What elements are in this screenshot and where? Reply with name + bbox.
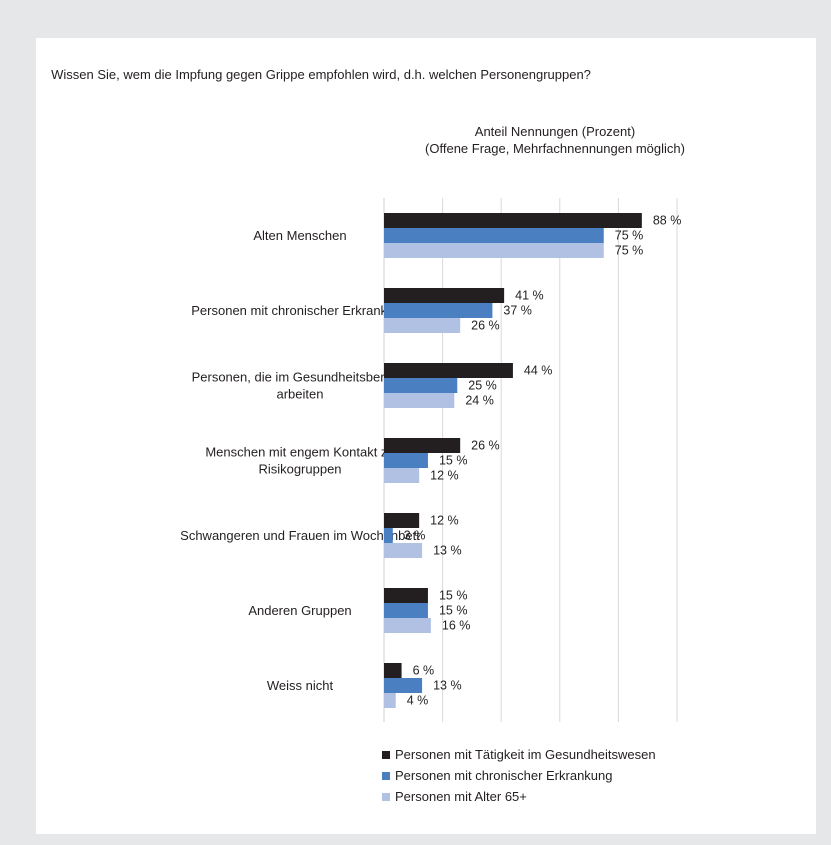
bar [384, 468, 420, 483]
subtitle-line-1: Anteil Nennungen (Prozent) [474, 124, 636, 139]
legend-item: Personen mit Alter 65+ [382, 786, 656, 807]
data-label: 37 % [503, 304, 532, 318]
bar [384, 513, 420, 528]
bar [384, 693, 396, 708]
data-label: 15 % [439, 589, 468, 603]
data-label: 75 % [615, 229, 644, 243]
legend-swatch [382, 792, 390, 801]
bar [384, 678, 423, 693]
category-label: arbeiten [277, 387, 324, 402]
bar [384, 528, 393, 543]
legend-label: Personen mit Alter 65+ [395, 789, 527, 804]
data-label: 13 % [433, 679, 462, 693]
bar [384, 288, 505, 303]
chart-subtitle: Anteil Nennungen (Prozent) (Offene Frage… [400, 123, 710, 157]
subtitle-line-2: (Offene Frage, Mehrfachnennungen möglich… [425, 141, 685, 156]
bar [384, 603, 428, 618]
bar [384, 588, 428, 603]
data-label: 44 % [524, 364, 553, 378]
chart-card [36, 38, 816, 834]
chart-legend: Personen mit Tätigkeit im Gesundheitswes… [382, 744, 656, 807]
category-label: Personen mit chronischer Erkrankung [191, 303, 409, 318]
bar [384, 213, 642, 228]
bar [384, 303, 493, 318]
chart-title: Wissen Sie, wem die Impfung gegen Grippe… [51, 67, 591, 82]
bar [384, 438, 461, 453]
data-label: 3 % [404, 529, 426, 543]
category-label: Schwangeren und Frauen im Wochenbett [180, 528, 420, 543]
bar [384, 378, 458, 393]
data-label: 16 % [442, 619, 471, 633]
bar [384, 318, 461, 333]
bar [384, 363, 513, 378]
category-label: Anderen Gruppen [248, 603, 351, 618]
data-label: 12 % [430, 469, 459, 483]
data-label: 25 % [468, 379, 497, 393]
category-label: Risikogruppen [258, 462, 341, 477]
data-label: 4 % [407, 694, 429, 708]
legend-item: Personen mit chronischer Erkrankung [382, 765, 656, 786]
category-label: Alten Menschen [253, 228, 346, 243]
bar [384, 393, 455, 408]
data-label: 13 % [433, 544, 462, 558]
bar [384, 543, 423, 558]
bar [384, 618, 431, 633]
legend-label: Personen mit chronischer Erkrankung [395, 768, 613, 783]
category-label: Personen, die im Gesundheitsbereich [192, 370, 409, 385]
data-label: 75 % [615, 244, 644, 258]
bar [384, 453, 428, 468]
data-label: 26 % [471, 439, 500, 453]
legend-label: Personen mit Tätigkeit im Gesundheitswes… [395, 747, 656, 762]
legend-swatch [382, 771, 390, 780]
data-label: 26 % [471, 319, 500, 333]
bar [384, 228, 604, 243]
data-label: 24 % [465, 394, 494, 408]
data-label: 41 % [515, 289, 544, 303]
bar [384, 663, 402, 678]
legend-item: Personen mit Tätigkeit im Gesundheitswes… [382, 744, 656, 765]
data-label: 12 % [430, 514, 459, 528]
category-label: Weiss nicht [267, 678, 334, 693]
legend-swatch [382, 750, 390, 759]
data-label: 15 % [439, 604, 468, 618]
data-label: 88 % [653, 214, 682, 228]
data-label: 15 % [439, 454, 468, 468]
category-label: Menschen mit engem Kontakt zu [205, 445, 394, 460]
data-label: 6 % [413, 664, 435, 678]
bar [384, 243, 604, 258]
